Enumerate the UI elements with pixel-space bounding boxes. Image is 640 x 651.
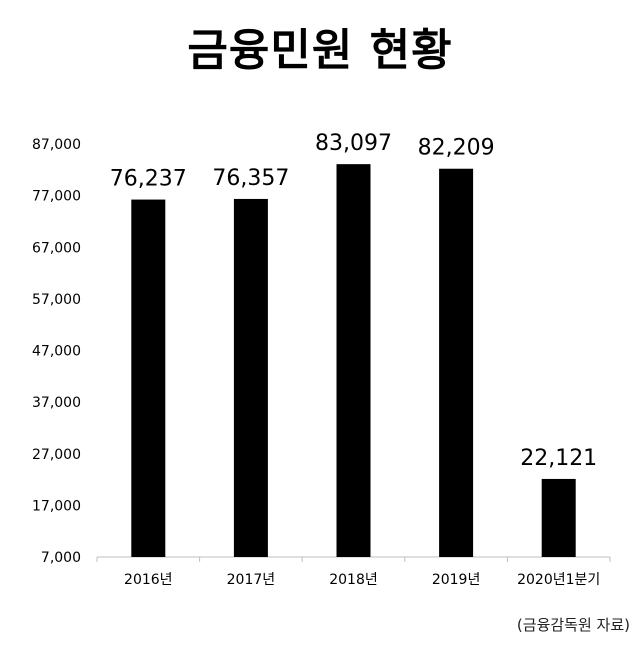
y-tick-label: 57,000	[32, 292, 81, 308]
data-label: 83,097	[315, 131, 392, 156]
y-tick-label: 87,000	[32, 137, 81, 153]
x-tick-label: 2018년	[329, 572, 378, 588]
y-tick-label: 37,000	[32, 395, 81, 411]
y-tick-label: 47,000	[32, 344, 81, 360]
y-tick-label: 17,000	[32, 498, 81, 514]
data-label: 82,209	[418, 136, 495, 161]
x-tick-label: 2016년	[124, 572, 173, 588]
y-tick-label: 7,000	[41, 550, 81, 566]
y-tick-label: 27,000	[32, 447, 81, 463]
data-label: 76,357	[212, 166, 289, 191]
y-tick-label: 77,000	[32, 189, 81, 205]
bar	[541, 478, 576, 557]
x-tick-label: 2020년1분기	[517, 572, 600, 588]
y-tick-label: 67,000	[32, 240, 81, 256]
chart-title: 금융민원 현황	[187, 25, 453, 76]
x-tick-label: 2017년	[227, 572, 276, 588]
x-tick-label: 2019년	[432, 572, 481, 588]
source-note: (금융감독원 자료)	[516, 616, 630, 634]
data-label: 22,121	[520, 446, 597, 471]
data-label: 76,237	[110, 167, 187, 192]
bar	[336, 164, 371, 557]
bar	[233, 198, 268, 557]
bar	[131, 199, 166, 558]
bar	[439, 168, 474, 558]
